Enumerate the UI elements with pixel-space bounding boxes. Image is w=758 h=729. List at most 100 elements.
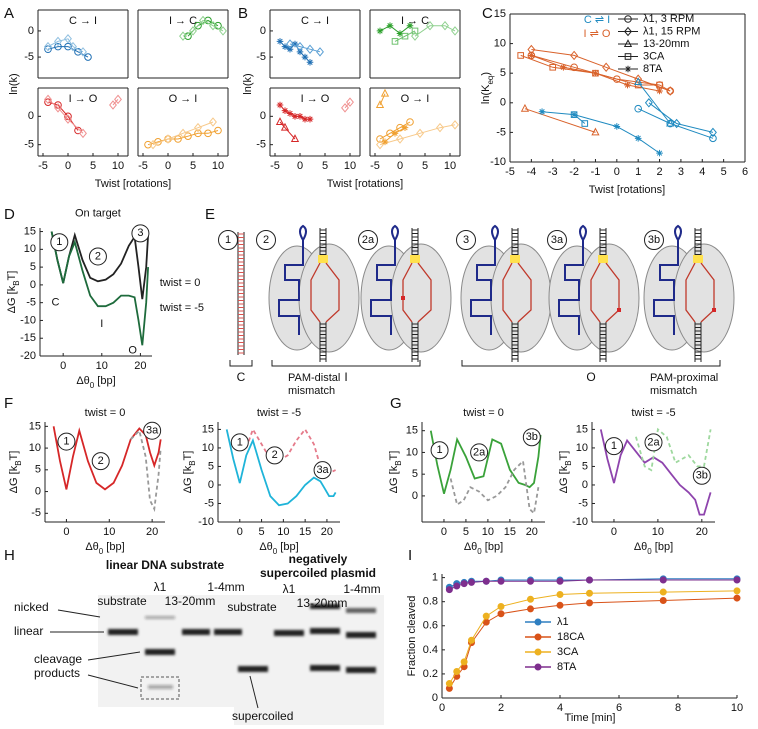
series-line [414, 25, 456, 37]
y-tick-label: -10 [198, 516, 214, 528]
marker [613, 75, 621, 83]
x-tick-label: -2 [569, 166, 579, 178]
target-strand [402, 262, 432, 323]
legend-label: λ1, 15 RPM [643, 25, 700, 37]
marker [376, 27, 384, 35]
marker [411, 27, 419, 35]
marker [451, 26, 459, 36]
gel-band [148, 685, 173, 689]
y-tick-label: 5 [30, 261, 36, 273]
marker [286, 39, 294, 49]
gel-band [346, 608, 376, 613]
marker [286, 45, 294, 53]
y-axis-label-part: T] [558, 451, 570, 461]
y-tick-label: 15 [202, 423, 214, 435]
marker [613, 123, 621, 130]
x-axis-label: Time [min] [565, 712, 616, 724]
y-axis-label-part: B [564, 460, 573, 465]
y-tick-label: 0 [500, 97, 506, 109]
y-tick-label: 0 [412, 490, 418, 502]
x-tick-label: 6 [616, 702, 622, 714]
y-tick-label: 5 [500, 67, 506, 79]
y-tick-label: -5 [31, 507, 41, 519]
marker [275, 117, 285, 125]
gel-band [238, 666, 268, 672]
marker [386, 22, 394, 29]
marker [209, 20, 217, 31]
marker [189, 26, 197, 36]
y-tick-label: 10 [29, 442, 41, 454]
x-axis-label-part: Δθ [76, 375, 89, 387]
x-axis-label: Twist [rotations] [589, 184, 665, 196]
state-circle [256, 230, 276, 250]
gel-band [310, 604, 340, 609]
gel-title: supercoiled plasmid [260, 566, 376, 580]
y-axis-label-part: B [12, 280, 21, 285]
bracket-c [229, 360, 253, 367]
marker [534, 618, 542, 626]
annotation-circle [50, 233, 69, 252]
x-tick-label: 0 [297, 160, 303, 172]
marker [441, 20, 449, 31]
marker [656, 87, 663, 95]
y-axis-label-part: B [394, 460, 403, 465]
y-axis-label-part: B [14, 460, 23, 465]
y-tick-label: -5 [578, 497, 588, 509]
x-tick-label: 10 [112, 160, 124, 172]
y-tick-label: -10 [20, 314, 36, 326]
marker [460, 580, 468, 588]
marker [396, 134, 404, 144]
y-tick-label: 10 [576, 442, 588, 454]
x-tick-label: 0 [441, 526, 447, 538]
marker [482, 612, 490, 620]
y-tick-label: 5 [35, 464, 41, 476]
marker [416, 128, 424, 139]
marker [380, 88, 390, 97]
marker [179, 128, 187, 139]
guide-rna [653, 224, 682, 335]
marker [179, 31, 187, 41]
panel-label: D [4, 206, 15, 223]
series-line [429, 430, 542, 494]
x-tick-label: 0 [65, 160, 71, 172]
marker [164, 134, 172, 144]
series-line [524, 108, 596, 133]
marker [623, 39, 633, 47]
y-tick-label: 0 [208, 479, 214, 491]
marker [301, 53, 309, 61]
y-axis-label: ΔG [kBT] [182, 451, 197, 494]
band-label: cleavage [34, 652, 82, 666]
y-tick-label: 15 [494, 8, 506, 20]
chart-title: twist = 0 [463, 407, 504, 419]
series-line [648, 102, 714, 133]
x-tick-label: 10 [277, 526, 289, 538]
y-tick-label: 0.8 [423, 596, 438, 608]
panel-label: H [4, 547, 15, 564]
marker [301, 115, 309, 123]
annotation-circle [131, 224, 150, 243]
marker [445, 680, 453, 688]
marker [204, 129, 212, 138]
marker [184, 32, 192, 40]
state-circle [644, 230, 664, 250]
y-tick-label: 10 [24, 243, 36, 255]
marker [624, 53, 632, 60]
x-axis-label-part: 0 [90, 381, 95, 390]
marker [570, 111, 578, 118]
x-tick-label: 8 [675, 702, 681, 714]
series-line [448, 590, 738, 684]
y-tick-label: 5 [582, 460, 588, 472]
annotation: O [128, 345, 137, 357]
group-brackets [229, 360, 721, 367]
marker [74, 126, 82, 135]
x-tick-label: 15 [504, 526, 516, 538]
marker [527, 605, 534, 613]
x-tick-label: 0 [611, 526, 617, 538]
marker [280, 122, 290, 131]
pam-site [410, 255, 420, 263]
y-tick-label: 0 [28, 110, 34, 122]
annotation: 1 [437, 444, 443, 456]
y-axis-label-part: ΔG [k [388, 465, 400, 493]
marker [451, 120, 459, 130]
lane-label: 1-4mm [207, 580, 244, 594]
